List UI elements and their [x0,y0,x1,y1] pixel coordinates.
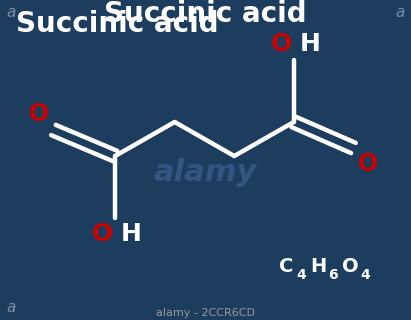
Text: O: O [29,102,49,126]
Text: O: O [358,152,378,176]
Text: O: O [92,222,113,246]
Text: a: a [6,300,16,315]
Text: Succinic acid: Succinic acid [16,10,219,38]
Text: alamy - 2CCR6CD: alamy - 2CCR6CD [156,308,255,318]
Text: 4: 4 [297,268,307,282]
Text: H: H [300,32,321,56]
Text: O: O [342,257,358,276]
Text: O: O [270,32,292,56]
Text: alamy: alamy [154,158,257,187]
Text: a: a [6,5,16,20]
Text: 4: 4 [360,268,370,282]
Text: 6: 6 [328,268,337,282]
Text: H: H [121,222,142,246]
Text: a: a [395,5,405,20]
Text: Succinic acid: Succinic acid [104,0,307,28]
Text: C: C [279,257,294,276]
Text: H: H [310,257,327,276]
